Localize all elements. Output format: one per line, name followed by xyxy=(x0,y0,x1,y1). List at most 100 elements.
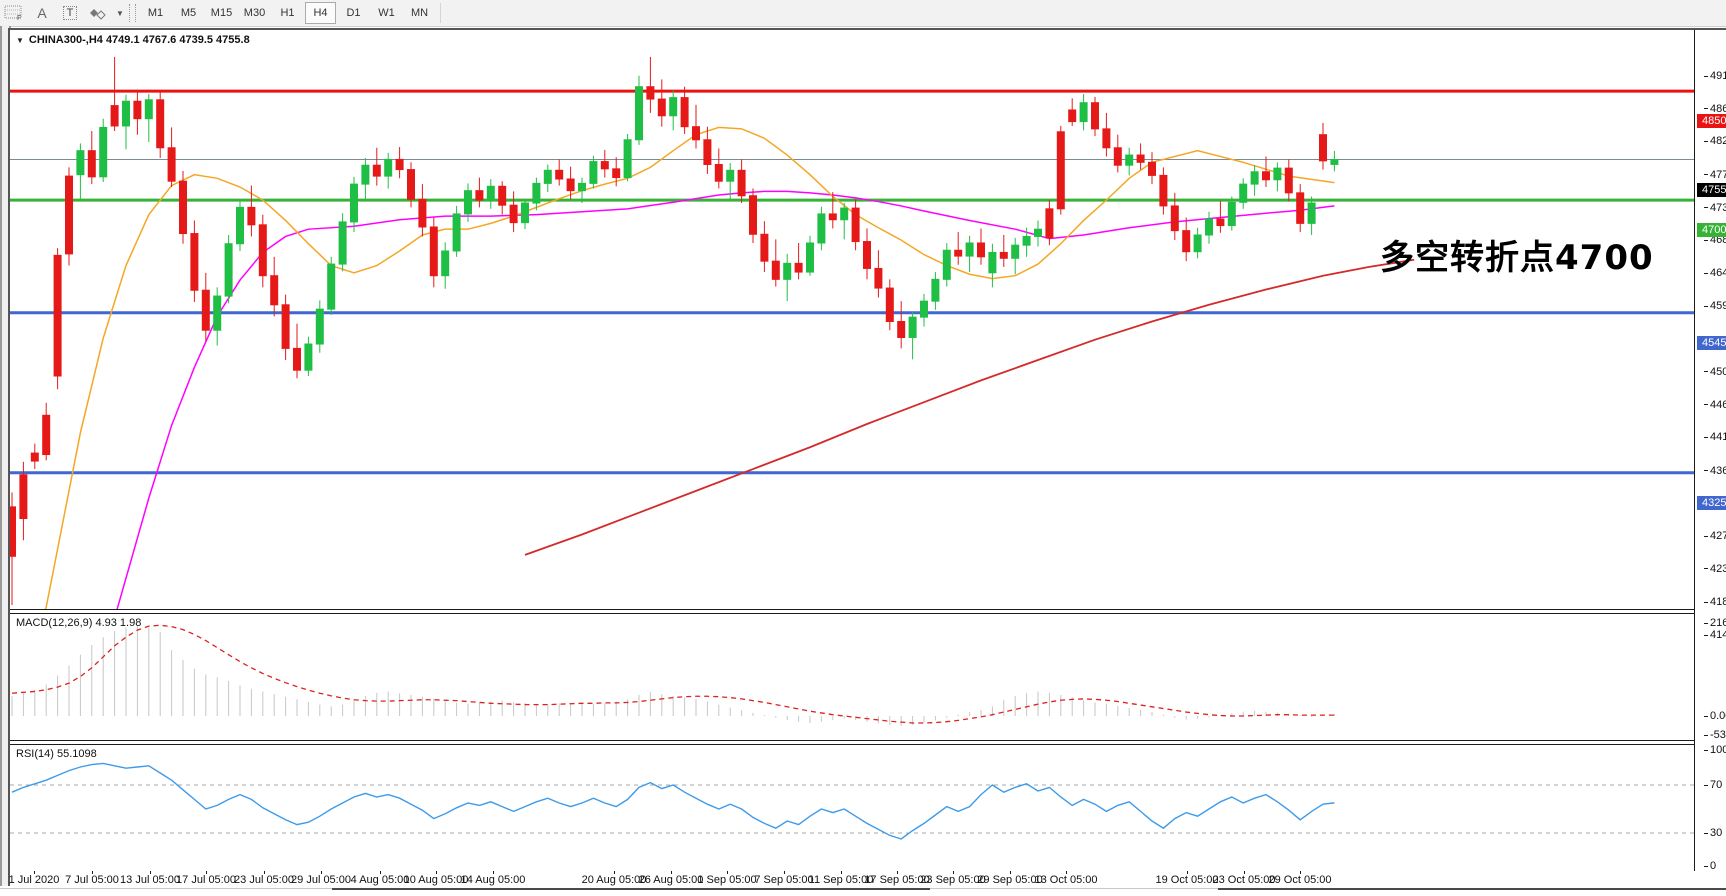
candle-body xyxy=(144,99,153,120)
price-tick-4867.0: 4867.0 xyxy=(1704,103,1726,115)
grid-snap-icon[interactable]: F xyxy=(1,3,27,23)
candle-body xyxy=(1034,228,1042,237)
candle-body xyxy=(680,97,689,128)
candle-body xyxy=(247,206,256,226)
time-label: 23 Sep 05:00 xyxy=(920,874,986,886)
time-tick xyxy=(206,871,207,874)
macd-panel[interactable] xyxy=(10,614,1694,740)
price-tick-4415.0: 4415.0 xyxy=(1704,431,1726,443)
macd-tick-label: 216.78 xyxy=(1710,617,1726,629)
candle-body xyxy=(361,164,370,185)
candle-body xyxy=(1022,235,1031,246)
time-label: 14 Aug 05:00 xyxy=(460,874,526,886)
tick-dash xyxy=(1704,239,1708,241)
candle-body xyxy=(384,158,393,177)
candle-body xyxy=(201,289,210,331)
candle-body xyxy=(87,150,96,178)
candle-body xyxy=(133,100,142,120)
rsi-tick-0: 0 xyxy=(1704,860,1716,872)
candle-body xyxy=(566,178,575,192)
macd-panel-top-border[interactable] xyxy=(10,613,1694,614)
candle-body xyxy=(1250,171,1259,185)
tick-dash xyxy=(1704,75,1708,77)
rsi-panel[interactable] xyxy=(10,745,1694,871)
level-price-badge-4325.0: 4325.0 xyxy=(1697,495,1726,510)
candle-body xyxy=(999,251,1008,259)
candle-body xyxy=(258,224,267,277)
chart-collapse-icon[interactable]: ▼ xyxy=(16,36,24,45)
macd-tick-216.78: 216.78 xyxy=(1704,617,1726,629)
candle-body xyxy=(429,226,438,277)
candle-body xyxy=(703,139,712,165)
time-tick xyxy=(34,871,35,874)
rsi-panel-top-border[interactable] xyxy=(10,744,1694,745)
shapes-icon[interactable] xyxy=(85,3,111,23)
candle-body xyxy=(315,308,324,345)
timeframe-button-h4[interactable]: H4 xyxy=(305,2,336,24)
timeframe-button-d1[interactable]: D1 xyxy=(346,7,361,19)
toolbar: F A T ▼ M1 M5 M15 M30 H1 H4 D1 W1 MN xyxy=(0,0,1726,27)
diamond-shapes-icon xyxy=(90,9,106,20)
shapes-dropdown-caret[interactable]: ▼ xyxy=(116,8,124,18)
candle-body xyxy=(1056,131,1065,210)
macd-tick--53.53: -53.53 xyxy=(1704,729,1726,741)
candle-body xyxy=(1284,167,1293,194)
time-label: 13 Jul 05:00 xyxy=(120,874,180,886)
candle-body xyxy=(714,163,723,182)
candle-body xyxy=(156,99,165,149)
tick-dash xyxy=(1704,832,1708,834)
time-tick xyxy=(1244,871,1245,874)
time-tick xyxy=(380,871,381,874)
timeframe-button-m30[interactable]: M30 xyxy=(243,7,266,19)
candle-body xyxy=(954,249,963,257)
tick-dash xyxy=(1704,734,1708,736)
candle-body xyxy=(213,295,222,331)
time-tick xyxy=(727,871,728,874)
candle-body xyxy=(1011,244,1020,259)
candle-body xyxy=(19,474,28,519)
tick-dash xyxy=(1704,306,1708,308)
time-tick xyxy=(953,871,954,874)
timeframe-button-h1[interactable]: H1 xyxy=(280,7,295,19)
timeframe-button-m1[interactable]: M1 xyxy=(147,7,164,19)
timeframe-button-m15[interactable]: M15 xyxy=(210,7,233,19)
candle-body xyxy=(1113,147,1122,166)
tick-dash xyxy=(1704,568,1708,570)
price-tick-label: 4686.0 xyxy=(1710,234,1726,247)
main-price-chart[interactable] xyxy=(10,30,1694,609)
text-box-icon[interactable]: T xyxy=(57,3,83,23)
candle-body xyxy=(304,343,313,371)
time-axis[interactable]: 1 Jul 2020 7 Jul 05:00 13 Jul 05:00 17 Jul … xyxy=(9,871,1694,888)
price-tick-label: 4188.0 xyxy=(1710,596,1726,609)
price-tick-4188.0: 4188.0 xyxy=(1704,596,1726,608)
price-tick-4279.0: 4279.0 xyxy=(1704,530,1726,542)
chart-annotation-text: 多空转折点4700 xyxy=(1380,238,1654,278)
price-tick-label: 4279.0 xyxy=(1710,530,1726,543)
timeframe-button-w1[interactable]: W1 xyxy=(378,7,395,19)
timeframe-button-m5[interactable]: M5 xyxy=(180,7,197,19)
candle-body xyxy=(543,169,552,184)
candle-body xyxy=(190,233,199,291)
text-annotation-icon[interactable]: A xyxy=(37,5,47,21)
candle-body xyxy=(783,262,792,280)
candle-body xyxy=(1170,205,1179,232)
timeframe-button-mn[interactable]: MN xyxy=(410,7,429,19)
candle-body xyxy=(794,262,803,273)
candle-body xyxy=(179,180,187,235)
toolbar-grip[interactable] xyxy=(129,4,136,22)
candle-body xyxy=(908,316,917,338)
candle-body xyxy=(1239,183,1248,203)
tick-dash xyxy=(1704,715,1708,717)
tick-dash xyxy=(1704,622,1708,624)
candle-body xyxy=(1262,171,1270,181)
candle-body xyxy=(1330,159,1339,165)
chart-title: ▼ CHINA300-,H4 4749.1 4767.6 4739.5 4755.… xyxy=(16,34,250,46)
rsi-line xyxy=(11,762,1335,840)
bottom-window-edges xyxy=(0,886,1726,896)
price-tick-label: 4912.0 xyxy=(1710,70,1726,82)
tick-dash xyxy=(1704,207,1708,209)
time-label: 1 Sep 05:00 xyxy=(697,874,757,886)
time-tick xyxy=(784,871,785,874)
